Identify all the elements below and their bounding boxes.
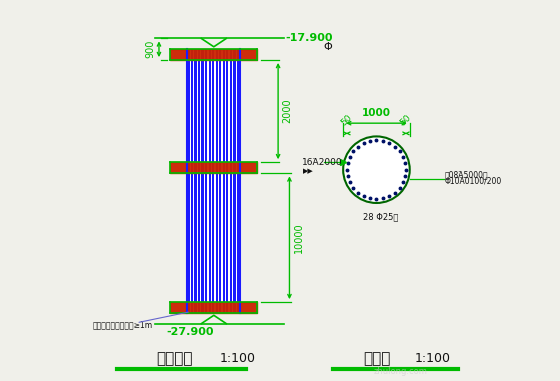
Text: 箉08Ά5000）: 箉08Ά5000） <box>445 170 488 179</box>
Text: Φ: Φ <box>324 42 332 52</box>
Text: -17.900: -17.900 <box>286 34 333 43</box>
Text: 1:100: 1:100 <box>414 352 450 365</box>
Text: zhulong.com: zhulong.com <box>374 367 428 376</box>
Text: 50: 50 <box>399 113 413 128</box>
Text: 16Ά2000: 16Ά2000 <box>301 158 342 166</box>
Text: -27.900: -27.900 <box>166 327 214 338</box>
Text: 2000: 2000 <box>283 99 293 123</box>
Text: 1000: 1000 <box>362 107 391 117</box>
Text: 28 Φ25箋: 28 Φ25箋 <box>362 213 398 221</box>
Circle shape <box>343 136 410 203</box>
Text: 桃底处需插入中风化≥1m: 桃底处需插入中风化≥1m <box>93 320 153 329</box>
Text: 1:100: 1:100 <box>220 352 255 365</box>
Text: ▶▶: ▶▶ <box>304 168 314 174</box>
Text: Φ10Ά0100/200: Φ10Ά0100/200 <box>445 176 502 186</box>
Text: 900: 900 <box>145 40 155 58</box>
Text: 桃截面: 桃截面 <box>363 351 390 366</box>
Text: 50: 50 <box>340 113 354 128</box>
Text: 桃立面图: 桃立面图 <box>156 351 192 366</box>
Text: 10000: 10000 <box>294 223 304 253</box>
